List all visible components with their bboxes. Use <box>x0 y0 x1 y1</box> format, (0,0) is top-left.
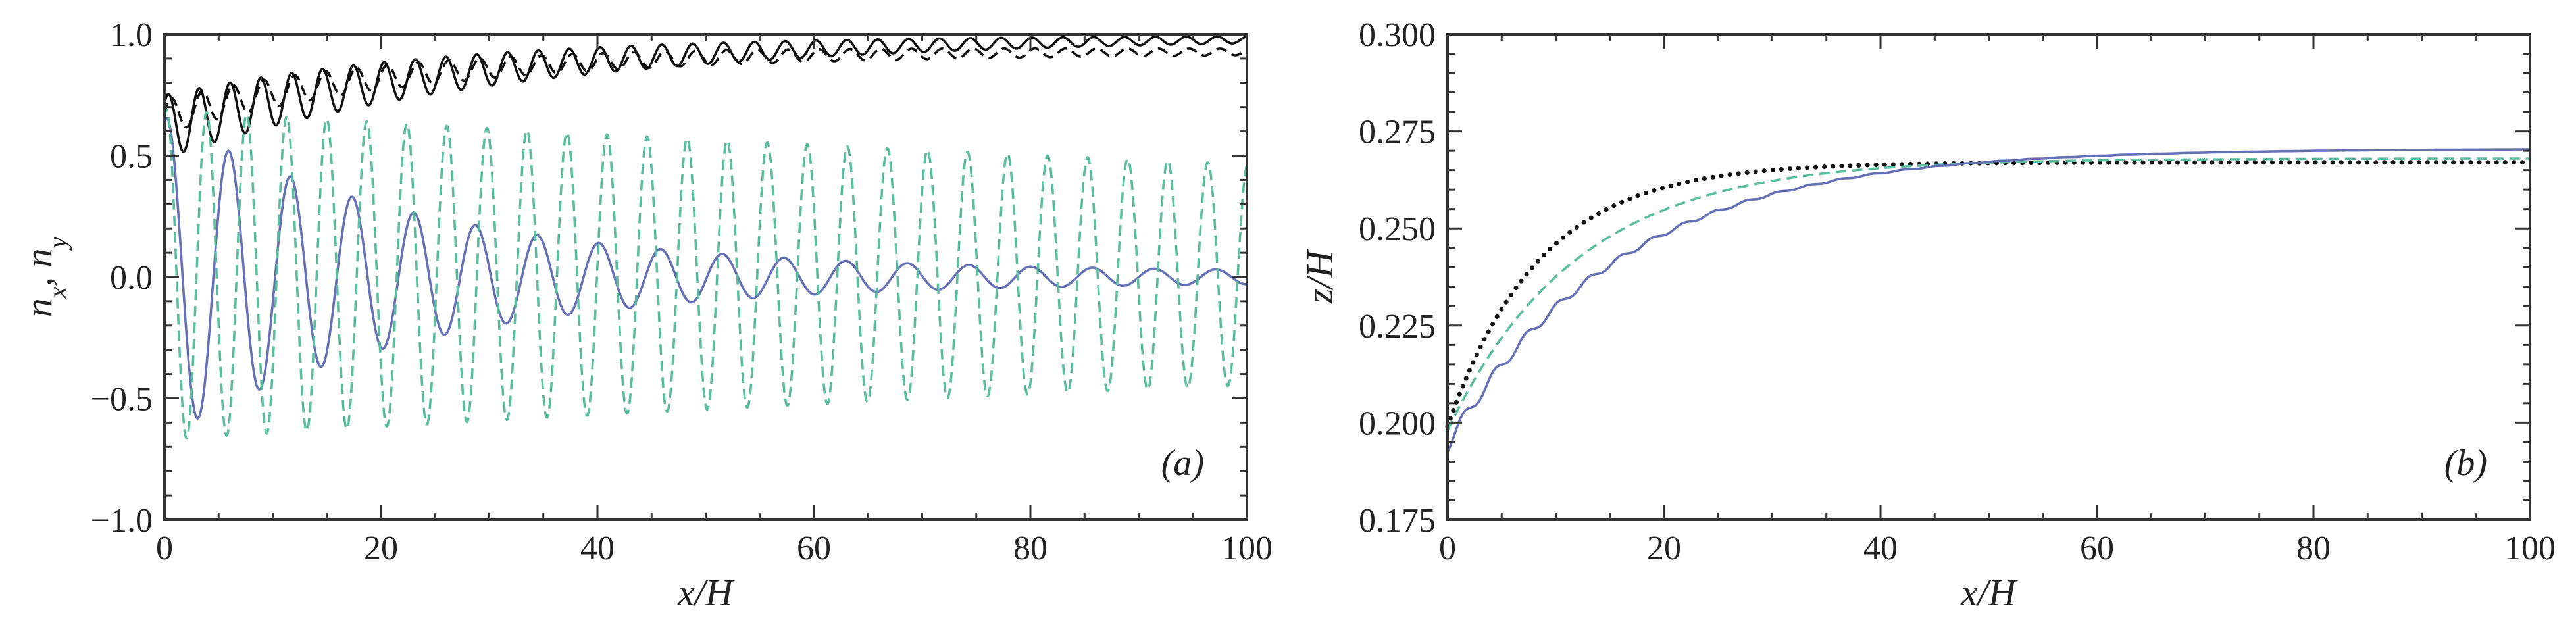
panel-a-ytick-label: −0.5 <box>91 381 153 418</box>
panel-a-label: (a) <box>1161 443 1204 484</box>
panel-a-ylabel: nx, ny <box>17 237 72 318</box>
ylabel-n2: n <box>17 249 60 268</box>
ylabel-sub-y: y <box>43 237 72 251</box>
panel-a-xtick-label: 0 <box>156 530 173 567</box>
panel-a-ytick-label: 0.0 <box>110 259 153 297</box>
panel-b: 0 20 40 60 80 100 0.175 0.200 0.225 0.250 0.275 0.3… <box>1298 16 2556 614</box>
panel-b-xtick-label: 100 <box>2504 530 2556 567</box>
ylabel-n1: n <box>17 298 60 317</box>
panel-b-ytick-label: 0.200 <box>1359 405 1436 442</box>
panel-b-xtick-label: 0 <box>1439 530 1456 567</box>
panel-a-ticks: 0 20 40 60 80 100 −1.0 −0.5 0.0 0.5 1.0 <box>91 16 1273 567</box>
ylabel-sub-x: x <box>43 286 72 299</box>
ylabel-sep: , <box>17 268 60 287</box>
panel-b-ylabel: z/H <box>1298 249 1341 305</box>
panel-a-xtick-label: 80 <box>1013 530 1048 567</box>
panel-a-series-2 <box>163 116 1248 420</box>
panel-b-series-2 <box>1446 148 2531 453</box>
panel-b-frame <box>1446 33 2531 521</box>
panel-a-series-1 <box>163 47 1248 129</box>
panel-a-ytick-label: 1.0 <box>110 16 153 54</box>
panel-a-series-0 <box>163 35 1248 153</box>
panel-b-ytick-label: 0.300 <box>1359 16 1436 54</box>
panel-a-series-3 <box>163 109 1248 439</box>
panel-a-series <box>163 35 1248 439</box>
panel-b-ytick-label: 0.275 <box>1359 114 1436 151</box>
panel-a-xtick-label: 100 <box>1221 530 1273 567</box>
panel-b-ytick-label: 0.250 <box>1359 211 1436 248</box>
panel-b-xtick-label: 40 <box>1863 530 1898 567</box>
panel-a-xtick-label: 40 <box>580 530 615 567</box>
panel-b-ytick-label: 0.175 <box>1359 502 1436 539</box>
panel-b-xlabel: x/H <box>1960 571 2018 614</box>
panel-a-xtick-label: 60 <box>797 530 831 567</box>
panel-a: 0 20 40 60 80 100−1.0−0.50.00.51.0 (a) x/H nx… <box>17 16 1273 614</box>
panel-b-xtick-label: 20 <box>1647 530 1681 567</box>
panel-b-ytick-label: 0.225 <box>1359 308 1436 345</box>
panel-b-ticks: 0 20 40 60 80 100 0.175 0.200 0.225 0.250 0.275 0.3… <box>1359 16 2556 567</box>
panel-a-ytick-label: −1.0 <box>91 502 153 539</box>
panel-a-xtick-label: 20 <box>364 530 398 567</box>
panel-b-series <box>1445 148 2533 453</box>
panel-a-xlabel: x/H <box>677 571 735 614</box>
panel-a-frame <box>163 33 1248 521</box>
panel-b-xtick-label: 60 <box>2080 530 2114 567</box>
panel-b-series-1 <box>1446 157 2531 432</box>
panel-a-ytick-label: 0.5 <box>110 138 153 176</box>
panel-b-series-0 <box>1445 160 2533 429</box>
panel-b-xtick-label: 80 <box>2296 530 2331 567</box>
panel-b-label: (b) <box>2444 443 2487 484</box>
